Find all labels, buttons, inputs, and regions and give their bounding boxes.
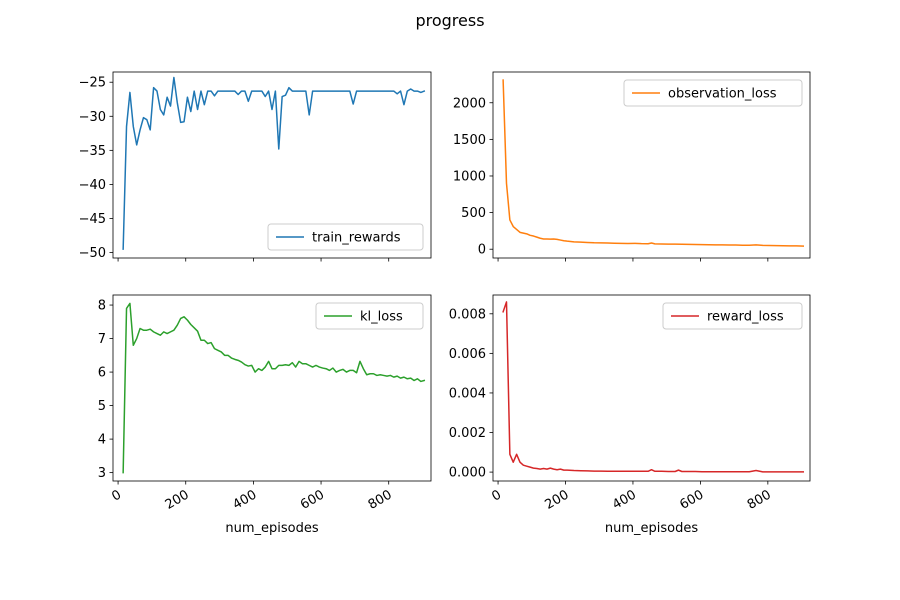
kl-loss-ytick-label: 3 xyxy=(98,466,106,481)
kl-loss-xtick-label: 200 xyxy=(163,487,192,512)
reward-loss-xtick-label: 200 xyxy=(543,487,572,512)
kl-loss-xtick-label: 600 xyxy=(298,487,327,512)
kl-loss-ytick-label: 5 xyxy=(98,399,106,414)
observation-loss-ytick-label: 500 xyxy=(461,206,486,221)
kl-loss-ytick-label: 8 xyxy=(98,299,106,314)
reward-loss-xtick-label: 800 xyxy=(745,487,774,512)
kl-loss-legend-box xyxy=(315,302,424,330)
kl-loss-xtick-label: 0 xyxy=(109,487,124,504)
kl-loss-legend: kl_loss xyxy=(315,302,424,330)
kl-loss-ytick-label: 4 xyxy=(98,433,106,448)
figure-title: progress xyxy=(415,11,484,30)
train-rewards-ytick-label: −45 xyxy=(79,212,106,227)
reward-loss-ytick-label: 0.004 xyxy=(449,386,486,401)
observation-loss-ytick-label: 2000 xyxy=(453,96,486,111)
kl-loss-xlabel: num_episodes xyxy=(225,521,318,536)
observation-loss-ytick-label: 1500 xyxy=(453,133,486,148)
train-rewards-legend: train_rewards xyxy=(267,223,424,251)
kl-loss-xtick-label: 400 xyxy=(230,487,259,512)
kl-loss-ytick-label: 7 xyxy=(98,332,106,347)
kl-loss-panel: 3 4 5 6 7 8 0 200 400 600 800 num_episodes kl_loss xyxy=(98,294,432,536)
train-rewards-ytick-label: −40 xyxy=(79,178,106,193)
observation-loss-series-line xyxy=(502,79,805,247)
train-rewards-panel: −50 −45 −40 −35 −30 −25 train_rewards xyxy=(79,71,432,262)
observation-loss-ytick-label: 0 xyxy=(478,243,486,258)
reward-loss-xtick-label: 0 xyxy=(489,487,504,504)
kl-loss-ytick-label: 6 xyxy=(98,366,106,381)
kl-loss-axes-frame xyxy=(112,294,432,482)
reward-loss-ytick-label: 0.008 xyxy=(449,307,486,322)
train-rewards-ytick-label: −30 xyxy=(79,110,106,125)
reward-loss-legend-label: reward_loss xyxy=(707,310,784,325)
reward-loss-ytick-label: 0.002 xyxy=(449,426,486,441)
reward-loss-xtick-label: 600 xyxy=(677,487,706,512)
train-rewards-axes-frame xyxy=(112,71,432,259)
train-rewards-legend-box xyxy=(267,223,424,251)
kl-loss-legend-label: kl_loss xyxy=(360,310,403,325)
train-rewards-ytick-label: −50 xyxy=(79,246,106,261)
observation-loss-panel: 0 500 1000 1500 2000 observation_loss xyxy=(453,71,811,262)
reward-loss-ytick-label: 0.006 xyxy=(449,347,486,362)
reward-loss-series-line xyxy=(502,301,805,473)
reward-loss-axes-frame xyxy=(492,294,811,482)
reward-loss-xlabel: num_episodes xyxy=(605,521,698,536)
reward-loss-legend: reward_loss xyxy=(662,302,803,330)
observation-loss-legend-label: observation_loss xyxy=(668,87,777,102)
reward-loss-panel: 0.000 0.002 0.004 0.006 0.008 0 200 400 600 800 nu… xyxy=(449,294,811,536)
reward-loss-legend-box xyxy=(662,302,803,330)
observation-loss-axes-frame xyxy=(492,71,811,259)
train-rewards-legend-label: train_rewards xyxy=(312,231,401,246)
train-rewards-ytick-label: −35 xyxy=(79,144,106,159)
train-rewards-series-line xyxy=(122,76,426,250)
subplot-grid: −50−45−40−35−30−25train_rewards050010001… xyxy=(79,71,811,536)
observation-loss-legend: observation_loss xyxy=(623,79,803,107)
train-rewards-ytick-label: −25 xyxy=(79,76,106,91)
observation-loss-legend-box xyxy=(623,79,803,107)
reward-loss-ytick-label: 0.000 xyxy=(449,466,486,481)
observation-loss-ytick-label: 1000 xyxy=(453,169,486,184)
kl-loss-series-line xyxy=(122,302,426,474)
kl-loss-xtick-label: 800 xyxy=(366,487,395,512)
reward-loss-xtick-label: 400 xyxy=(610,487,639,512)
